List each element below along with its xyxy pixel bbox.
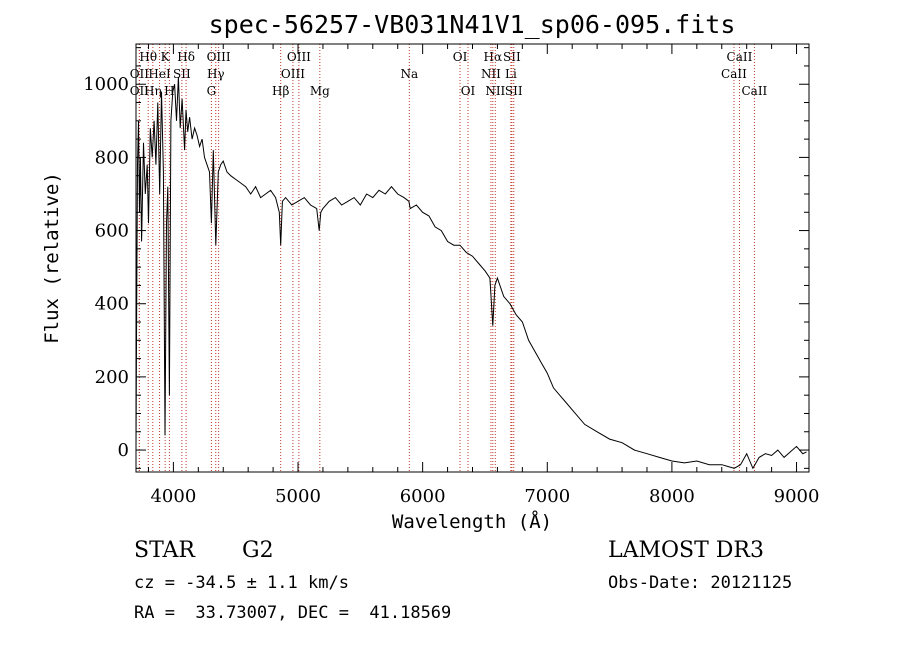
spectral-line-label: SII: [173, 67, 191, 81]
y-tick-label: 0: [118, 440, 129, 461]
chart-title: spec-56257-VB031N41V1_sp06-095.fits: [209, 10, 736, 39]
spectral-line-label: SII: [505, 84, 523, 98]
spectral-line-label: OIII: [207, 50, 231, 64]
velocity-text: cz = -34.5 ± 1.1 km/s: [134, 573, 349, 593]
spectral-line-label: NII: [485, 84, 505, 98]
survey-name: LAMOST DR3: [608, 538, 764, 563]
x-tick-label: 4000: [150, 486, 196, 507]
spectral-line-label: OI: [453, 50, 468, 64]
x-tick-label: 7000: [524, 486, 570, 507]
spectral-line-label: Hθ: [139, 50, 157, 64]
spectral-line-label: H: [164, 84, 174, 98]
y-axis-label: Flux (relative): [41, 172, 63, 344]
y-tick-label: 400: [95, 294, 129, 315]
spectral-line-label: NII: [481, 67, 501, 81]
spectral-line-label: Hγ: [207, 67, 225, 81]
y-tick-label: 800: [95, 147, 129, 168]
spectral-line-label: SII: [503, 50, 521, 64]
y-tick-label: 200: [95, 367, 129, 388]
y-tick-label: 600: [95, 221, 129, 242]
x-axis-label: Wavelength (Å): [392, 510, 552, 533]
spectral-line-label: OII: [130, 67, 150, 81]
object-subclass: G2: [242, 538, 274, 563]
x-tick-label: 6000: [400, 486, 446, 507]
spectral-line-label: CaII: [741, 84, 767, 98]
spectral-line-label: Na: [400, 67, 418, 81]
spectral-line-label: Li: [505, 67, 517, 81]
spectrum-series-line: [135, 76, 807, 470]
y-tick-label: 1000: [83, 74, 129, 95]
spectral-line-label: OII: [130, 84, 150, 98]
spectral-line-label: Hδ: [177, 50, 195, 64]
object-class: STAR: [134, 538, 195, 563]
spectral-line-label: OIII: [281, 67, 305, 81]
obs-date-text: Obs-Date: 20121125: [608, 573, 793, 593]
x-tick-label: 8000: [649, 486, 695, 507]
spectral-line-label: Hη: [144, 84, 162, 98]
spectral-line-label: Mg: [310, 84, 330, 98]
coordinates-text: RA = 33.73007, DEC = 41.18569: [134, 603, 452, 623]
spectral-line-label: CaII: [721, 67, 747, 81]
spectral-line-label: K: [161, 50, 171, 64]
spectral-line-label: Hα: [484, 50, 503, 64]
spectral-line-label: CaII: [727, 50, 753, 64]
spectral-line-label: OIII: [287, 50, 311, 64]
spectral-line-label: G: [207, 84, 217, 98]
plot-frame: [135, 43, 810, 473]
x-tick-label: 9000: [774, 486, 820, 507]
spectral-line-label: Hβ: [272, 84, 289, 98]
x-tick-label: 5000: [275, 486, 321, 507]
spectral-line-label: OI: [461, 84, 476, 98]
spectral-line-label: HeI: [148, 67, 171, 81]
